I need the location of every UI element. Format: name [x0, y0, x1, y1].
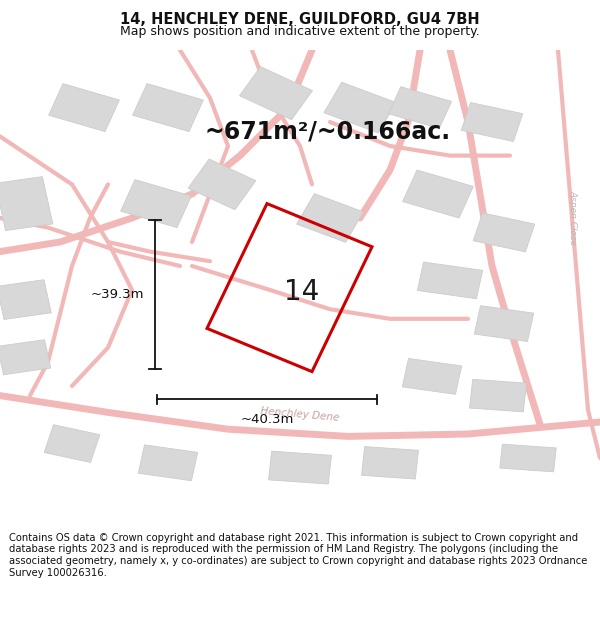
Polygon shape: [239, 67, 313, 120]
Text: Aspen Close: Aspen Close: [569, 191, 577, 246]
Polygon shape: [402, 359, 462, 394]
Polygon shape: [0, 177, 53, 231]
Polygon shape: [324, 82, 396, 133]
Text: 14, HENCHLEY DENE, GUILDFORD, GU4 7BH: 14, HENCHLEY DENE, GUILDFORD, GU4 7BH: [120, 12, 480, 28]
Text: Map shows position and indicative extent of the property.: Map shows position and indicative extent…: [120, 24, 480, 38]
Polygon shape: [473, 213, 535, 252]
Text: ~39.3m: ~39.3m: [91, 288, 144, 301]
Polygon shape: [188, 159, 256, 210]
Polygon shape: [269, 451, 331, 484]
Polygon shape: [44, 425, 100, 462]
Text: Henchley Dene: Henchley Dene: [260, 406, 340, 423]
Polygon shape: [0, 280, 51, 319]
Polygon shape: [133, 84, 203, 132]
Polygon shape: [49, 84, 119, 132]
Polygon shape: [470, 379, 526, 412]
Text: ~671m²/~0.166ac.: ~671m²/~0.166ac.: [204, 119, 450, 144]
Text: 14: 14: [284, 278, 319, 306]
Polygon shape: [362, 447, 418, 479]
Polygon shape: [403, 170, 473, 218]
Polygon shape: [418, 262, 482, 299]
Polygon shape: [121, 179, 191, 228]
Text: ~40.3m: ~40.3m: [241, 413, 293, 426]
Polygon shape: [500, 444, 556, 472]
Polygon shape: [0, 339, 51, 375]
Polygon shape: [474, 306, 534, 341]
Polygon shape: [388, 87, 452, 129]
Polygon shape: [296, 194, 364, 242]
Polygon shape: [138, 445, 198, 481]
Polygon shape: [461, 102, 523, 141]
Text: Contains OS data © Crown copyright and database right 2021. This information is : Contains OS data © Crown copyright and d…: [9, 533, 587, 578]
